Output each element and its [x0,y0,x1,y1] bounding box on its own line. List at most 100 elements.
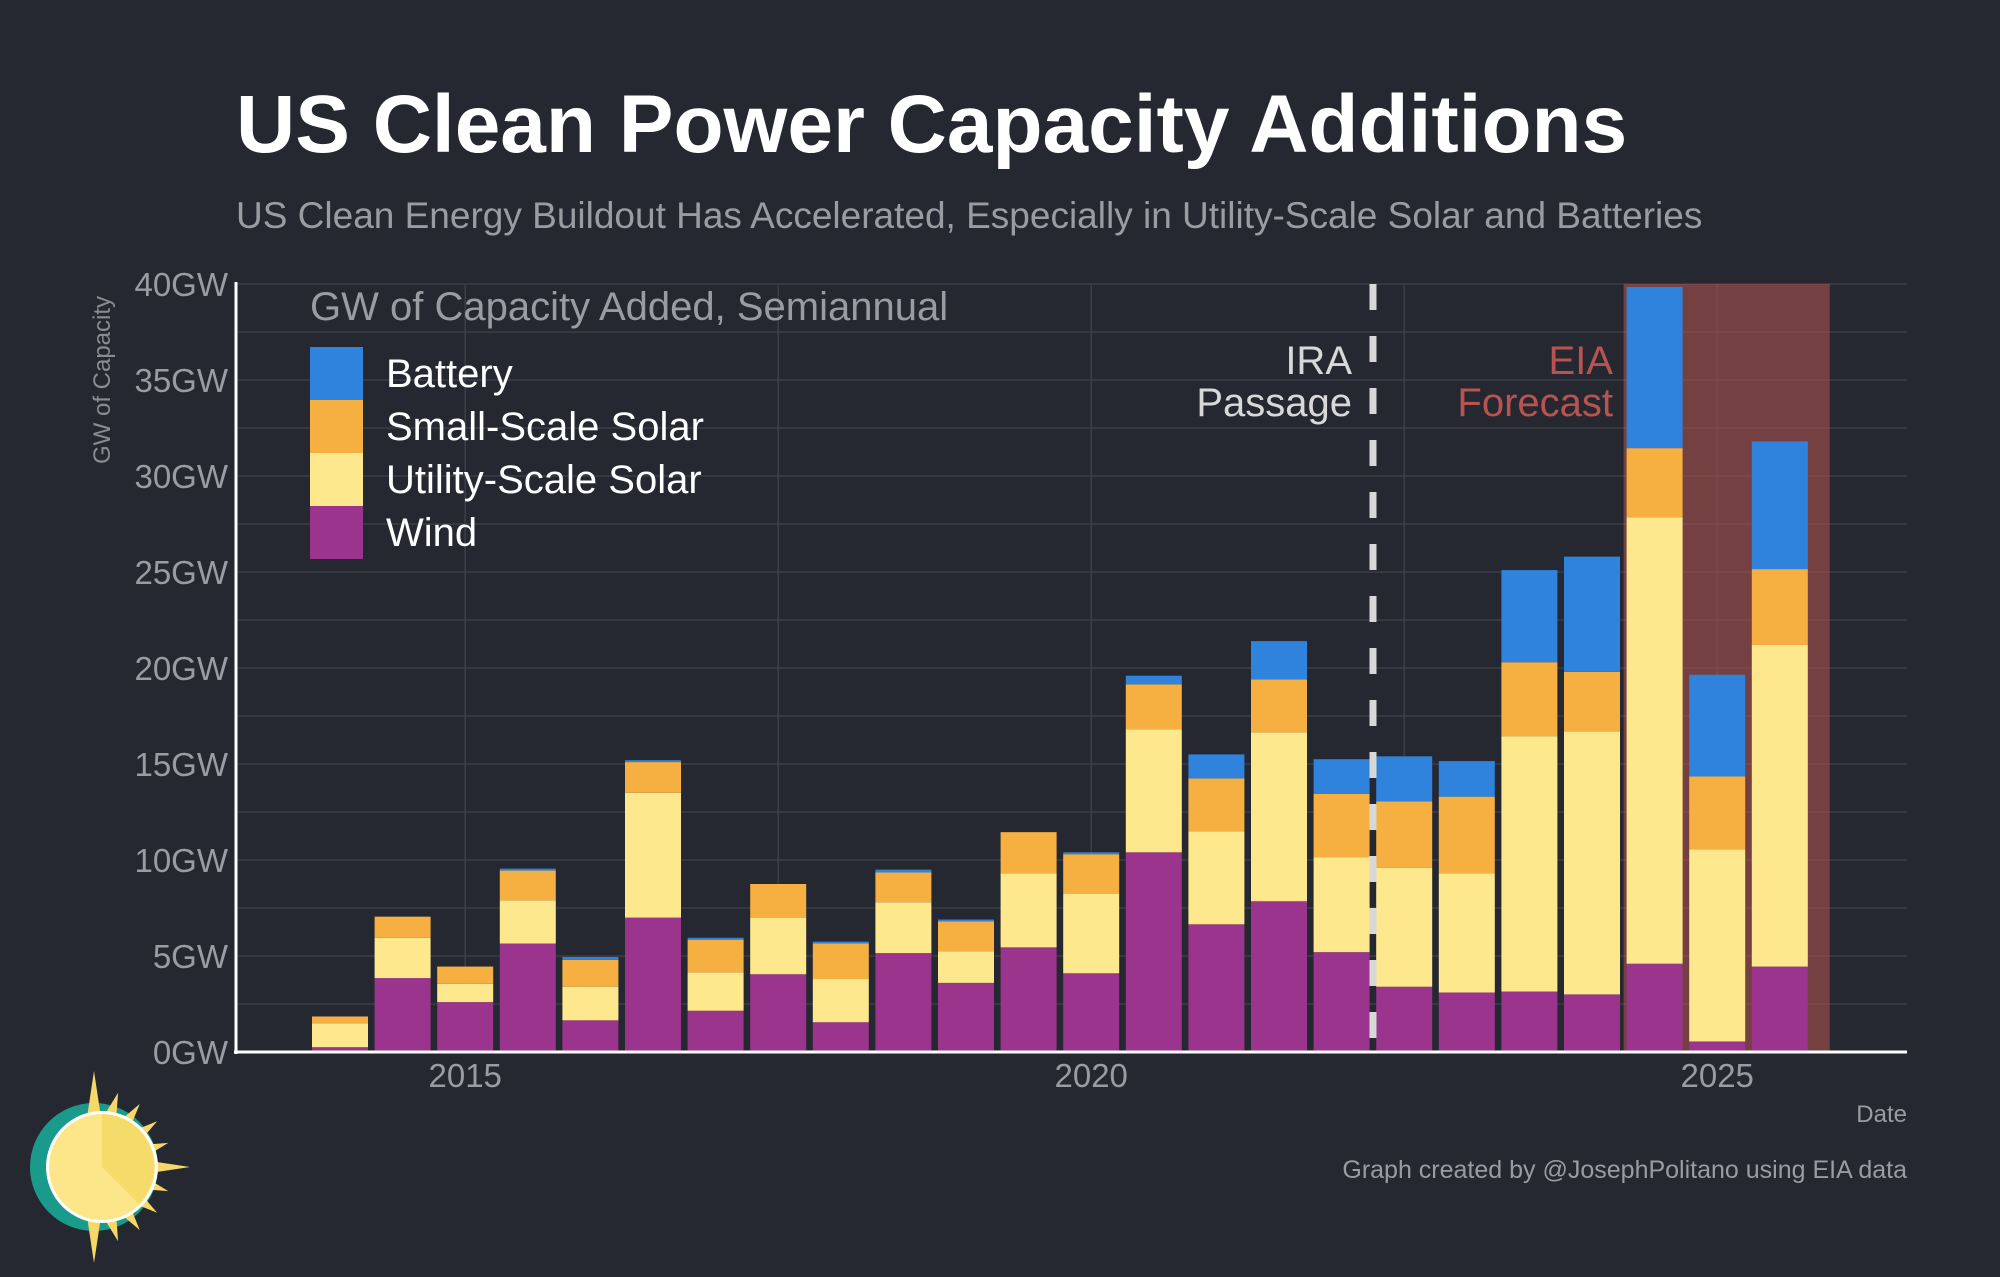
bar-2018H1 [812,941,869,1052]
credit-text: Graph created by @JosephPolitano using E… [1342,1156,1907,1184]
chart-inner-title: GW of Capacity Added, Semiannual [310,285,948,329]
bar-segment-utility-scale-solar [812,979,869,1023]
legend-label: Utility-Scale Solar [386,458,702,502]
bar-segment-utility-scale-solar [1501,736,1558,992]
legend-swatch [310,506,363,559]
y-tick-label: 25GW [134,554,228,591]
bar-segment-utility-scale-solar [1626,517,1683,964]
bar-2017H1 [687,937,744,1052]
bar-2024H1 [1564,556,1620,1052]
y-tick-label: 30GW [134,458,228,495]
bar-segment-small-scale-solar [1188,778,1245,832]
bar-segment-battery [1689,674,1746,777]
y-tick-labels: 0GW 5GW 10GW 15GW 20GW 25GW 30GW 35GW 40GW [134,266,228,1071]
bar-segment-wind [625,917,681,1052]
bar-segment-battery [1125,675,1182,685]
bar-segment-small-scale-solar [1063,854,1120,894]
x-tick-label: 2015 [428,1057,501,1094]
bar-2019H1 [938,919,994,1052]
x-axis-label: Date [1856,1101,1907,1128]
y-tick-label: 35GW [134,362,228,399]
bar-segment-wind [1313,952,1370,1052]
bar-segment-battery [1063,852,1120,855]
bar-segment-battery [625,760,681,763]
bar-2014H2 [374,916,431,1052]
bar-segment-small-scale-solar [1626,448,1683,518]
x-tick-labels: 2015 2020 2025 [428,1057,1753,1094]
bar-segment-utility-scale-solar [562,986,619,1021]
bar-segment-utility-scale-solar [1313,857,1370,953]
bar-segment-utility-scale-solar [499,900,556,944]
bar-segment-small-scale-solar [687,939,744,973]
bar-segment-utility-scale-solar [437,983,494,1003]
ira-label: Passage [1196,381,1352,425]
bar-segment-utility-scale-solar [750,917,807,975]
bar-segment-utility-scale-solar [625,792,681,918]
y-tick-label: 15GW [134,746,228,783]
bar-2022H1 [1313,759,1370,1052]
bar-segment-wind [1000,947,1057,1052]
legend-label: Wind [386,511,477,555]
bar-segment-battery [499,868,556,871]
bar-segment-utility-scale-solar [1188,831,1245,925]
bar-segment-wind [938,982,994,1052]
bar-segment-battery [1564,556,1620,672]
bar-segment-wind [1626,963,1683,1052]
bar-segment-utility-scale-solar [687,972,744,1011]
bar-2016H1 [562,956,619,1052]
bar-segment-wind [875,953,932,1052]
y-tick-label: 20GW [134,650,228,687]
bar-2014H1 [312,1016,368,1052]
bar-segment-battery [687,937,744,940]
x-tick-label: 2020 [1054,1057,1127,1094]
legend-label: Small-Scale Solar [386,405,704,449]
bar-segment-small-scale-solar [812,943,869,980]
bar-segment-battery [562,956,619,960]
bar-2022H2 [1376,756,1433,1052]
bar-2017H2 [750,884,807,1052]
legend-label: Battery [386,352,513,396]
bar-segment-utility-scale-solar [1125,729,1182,853]
sun-ray [87,1216,101,1263]
bar-segment-wind [1251,901,1307,1052]
bar-2020H1 [1063,852,1120,1052]
bar-segment-small-scale-solar [938,921,994,952]
bar-segment-small-scale-solar [1689,776,1746,850]
bar-segment-battery [1251,641,1307,680]
bar-2020H2 [1125,675,1182,1052]
bar-segment-utility-scale-solar [374,937,431,979]
bar-segment-utility-scale-solar [312,1023,368,1048]
bar-groups [312,286,1808,1052]
bar-2021H1 [1188,754,1245,1052]
bar-2018H2 [875,869,932,1052]
bar-segment-wind [1564,994,1620,1052]
bar-segment-battery [875,869,932,873]
bar-segment-wind [312,1047,368,1052]
bar-segment-wind [1376,986,1433,1052]
bar-2024H2 [1626,286,1683,1052]
bar-segment-small-scale-solar [1313,793,1370,858]
bar-2021H2 [1251,641,1307,1052]
ira-label: IRA [1285,339,1352,383]
bar-segment-wind [750,974,807,1052]
bar-segment-wind [1125,852,1182,1052]
bar-segment-small-scale-solar [1438,796,1495,874]
bar-segment-wind [437,1002,494,1052]
eia-forecast-label: Forecast [1457,381,1613,425]
x-tick-label: 2025 [1680,1057,1753,1094]
bar-segment-wind [562,1020,619,1052]
bar-segment-small-scale-solar [1501,662,1558,737]
bar-segment-battery [1313,759,1370,794]
y-tick-label: 5GW [153,938,229,975]
bar-segment-battery [1626,286,1683,449]
bar-segment-utility-scale-solar [1438,873,1495,993]
bar-segment-wind [1438,992,1495,1052]
legend-swatch [310,453,363,506]
bar-2015H2 [499,868,556,1052]
bar-segment-battery [1188,754,1245,779]
y-tick-label: 40GW [134,266,228,303]
bar-segment-wind [499,943,556,1052]
bar-segment-utility-scale-solar [1376,867,1433,987]
